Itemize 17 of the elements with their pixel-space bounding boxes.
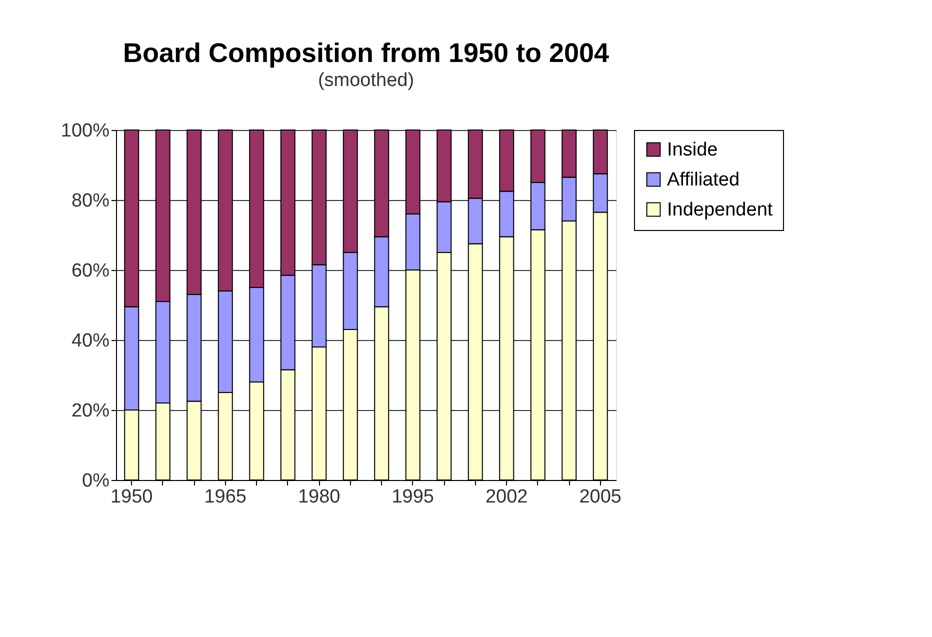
y-tick-label: 0%: [82, 470, 110, 492]
y-tick-label: 100%: [60, 120, 110, 142]
x-tick-label: 1980: [298, 486, 340, 508]
legend-label: Independent: [667, 200, 774, 220]
x-tick-label: 1950: [110, 486, 153, 508]
x-tick-label: 2005: [579, 486, 622, 508]
x-tick-label: 1965: [204, 486, 247, 508]
chart-title: Board Composition from 1950 to 2004: [122, 38, 610, 68]
legend-label: Affiliated: [667, 170, 740, 190]
x-tick-label: 2002: [485, 486, 528, 508]
y-tick-label: 40%: [71, 330, 110, 352]
chart-subtitle: (smoothed): [318, 70, 414, 91]
y-tick-label: 80%: [71, 190, 110, 212]
x-tick-label: 1995: [392, 486, 434, 508]
y-tick-label: 60%: [71, 260, 110, 282]
legend-label: Inside: [667, 140, 718, 160]
y-tick-label: 20%: [71, 400, 110, 422]
